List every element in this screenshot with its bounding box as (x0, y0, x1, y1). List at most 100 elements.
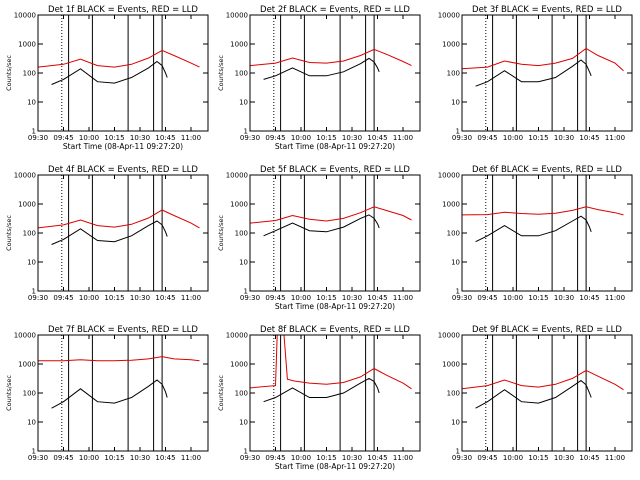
det-5-ytick-label: 1 (244, 288, 248, 296)
det-7-series-events (51, 379, 168, 409)
det-2-series-events (263, 57, 380, 80)
det-4-series-events (51, 220, 168, 245)
det-6-xtick-label: 10:45 (579, 294, 599, 302)
det-4-xtick-label: 10:45 (155, 294, 175, 302)
det-8-xtick-label: 11:00 (393, 454, 413, 462)
det-1-x-axis-label: Start Time (08-Apr-11 09:27:20) (63, 142, 183, 151)
det-4-series-lld (38, 209, 200, 229)
det-3-panel: Det 3f BLACK = Events, RED = LLD 09:30 09:… (438, 5, 633, 142)
det-4-ytick-label: 1 (32, 288, 36, 296)
det-5-y-axis-label: Counts/sec (217, 215, 225, 251)
det-8-xtick-label: 10:00 (291, 454, 311, 462)
det-1-xtick-label: 09:45 (53, 134, 73, 142)
det-6-ytick-label: 10 (451, 259, 460, 267)
det-1-plot-frame (37, 14, 209, 132)
det-8-xtick-label: 10:30 (342, 454, 362, 462)
det-3-ytick-label: 10000 (438, 12, 460, 20)
det-2-plot-frame (249, 14, 421, 132)
det-9-ytick-label: 1000 (442, 361, 460, 369)
det-3-xtick-label: 11:00 (605, 134, 625, 142)
det-8-ytick-label: 10 (239, 419, 248, 427)
det-1-ytick-label: 100 (23, 70, 36, 78)
det-3-ytick-label: 10 (451, 99, 460, 107)
det-4-xtick-label: 10:30 (130, 294, 150, 302)
det-3-xtick-label: 10:30 (554, 134, 574, 142)
det-2-panel: Det 2f BLACK = Events, RED = LLD 09:30 09:… (217, 5, 421, 151)
det-3-xtick-label: 09:30 (452, 134, 472, 142)
det-4-xtick-label: 11:00 (181, 294, 201, 302)
det-4-ytick-label: 10 (27, 259, 36, 267)
det-4-ytick-label: 1000 (18, 201, 36, 209)
det-1-xtick-label: 10:30 (130, 134, 150, 142)
det-6-xtick-label: 11:00 (605, 294, 625, 302)
det-2-ytick-label: 10 (239, 99, 248, 107)
det-7-y-axis-label: Counts/sec (5, 375, 13, 411)
det-9-ytick-label: 1 (456, 448, 460, 456)
det-6-title: Det 6f BLACK = Events, RED = LLD (472, 165, 622, 175)
det-2-y-axis-label: Counts/sec (217, 55, 225, 91)
det-1-ytick-label: 10 (27, 99, 36, 107)
det-7-ytick-label: 10 (27, 419, 36, 427)
det-9-ytick-label: 10 (451, 419, 460, 427)
det-5-xtick-label: 09:30 (240, 294, 260, 302)
det-1-xtick-label: 09:30 (28, 134, 48, 142)
det-3-series-lld (462, 47, 624, 72)
det-7-ytick-label: 10000 (14, 332, 36, 340)
det-9-xtick-label: 10:15 (528, 454, 548, 462)
det-5-ytick-label: 1000 (230, 201, 248, 209)
det-9-xtick-label: 10:00 (503, 454, 523, 462)
det-6-xtick-label: 09:30 (452, 294, 472, 302)
det-2-ytick-label: 1000 (230, 41, 248, 49)
det-4-xtick-label: 09:30 (28, 294, 48, 302)
det-6-ytick-label: 1 (456, 288, 460, 296)
det-3-xtick-label: 10:45 (579, 134, 599, 142)
det-6-xtick-label: 10:00 (503, 294, 523, 302)
det-8-y-axis-label: Counts/sec (217, 375, 225, 411)
det-7-xtick-label: 10:15 (104, 454, 124, 462)
det-4-title: Det 4f BLACK = Events, RED = LLD (48, 165, 198, 175)
det-4-y-axis-label: Counts/sec (5, 215, 13, 251)
det-8-xtick-label: 09:45 (265, 454, 285, 462)
det-4-ytick-label: 100 (23, 230, 36, 238)
det-5-x-axis-label: Start Time (08-Apr-11 09:27:20) (275, 302, 395, 311)
det-2-xtick-label: 10:45 (367, 134, 387, 142)
det-9-title: Det 9f BLACK = Events, RED = LLD (472, 325, 622, 335)
det-8-panel: Det 8f BLACK = Events, RED = LLD 09:30 09:… (217, 325, 421, 471)
det-1-series-lld (38, 49, 200, 68)
det-9-series-events (475, 379, 592, 409)
det-9-xtick-label: 10:30 (554, 454, 574, 462)
det-8-ytick-label: 100 (235, 390, 248, 398)
det-4-ytick-label: 10000 (14, 172, 36, 180)
det-3-ytick-label: 1000 (442, 41, 460, 49)
det-2-xtick-label: 09:45 (265, 134, 285, 142)
det-5-panel: Det 5f BLACK = Events, RED = LLD 09:30 09:… (217, 165, 421, 311)
det-5-series-events (263, 214, 380, 237)
det-8-title: Det 8f BLACK = Events, RED = LLD (260, 325, 410, 335)
det-9-xtick-label: 09:30 (452, 454, 472, 462)
det-8-ytick-label: 10000 (226, 332, 248, 340)
det-5-xtick-label: 11:00 (393, 294, 413, 302)
det-2-ytick-label: 100 (235, 70, 248, 78)
det-5-xtick-label: 10:15 (316, 294, 336, 302)
det-1-ytick-label: 1000 (18, 41, 36, 49)
det-1-xtick-label: 10:15 (104, 134, 124, 142)
det-2-xtick-label: 10:00 (291, 134, 311, 142)
det-8-xtick-label: 09:30 (240, 454, 260, 462)
det-3-ytick-label: 100 (447, 70, 460, 78)
det-7-xtick-label: 09:30 (28, 454, 48, 462)
det-8-series-events (263, 377, 380, 403)
det-9-ytick-label: 10000 (438, 332, 460, 340)
det-1-series-events (51, 60, 168, 85)
det-6-ytick-label: 1000 (442, 201, 460, 209)
det-4-panel: Det 4f BLACK = Events, RED = LLD 09:30 09:… (5, 165, 209, 302)
det-1-xtick-label: 10:45 (155, 134, 175, 142)
det-8-xtick-label: 10:45 (367, 454, 387, 462)
det-5-ytick-label: 10 (239, 259, 248, 267)
det-4-xtick-label: 10:15 (104, 294, 124, 302)
det-3-plot-frame (461, 14, 633, 132)
det-7-xtick-label: 10:45 (155, 454, 175, 462)
det-7-panel: Det 7f BLACK = Events, RED = LLD 09:30 09:… (5, 325, 209, 462)
det-1-xtick-label: 10:00 (79, 134, 99, 142)
det-7-xtick-label: 10:30 (130, 454, 150, 462)
